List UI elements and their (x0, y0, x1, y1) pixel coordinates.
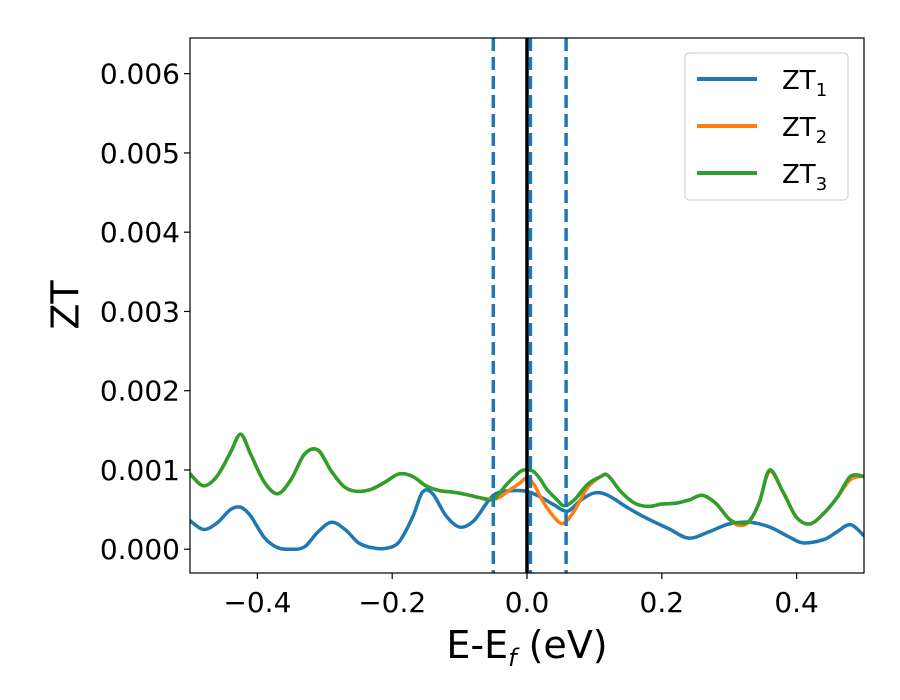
legend-label-zt1: ZT1 (782, 66, 827, 101)
vline-layer (491, 38, 568, 573)
x-axis: −0.4 −0.2 0.0 0.2 0.4 (223, 573, 819, 619)
legend-entries: ZT1 ZT2 ZT3 (697, 66, 827, 195)
y-tick-label: 0.005 (100, 137, 180, 170)
y-axis: 0.000 0.001 0.002 0.003 0.004 0.005 0.006 (100, 58, 190, 566)
x-tick-label: −0.4 (223, 586, 291, 619)
x-axis-title-base: E-E (446, 623, 508, 667)
y-tick-label: 0.004 (100, 216, 180, 249)
x-tick-label: 0.2 (640, 586, 685, 619)
x-tick-label: 0.0 (505, 586, 550, 619)
y-tick-label: 0.000 (100, 533, 180, 566)
x-axis-title: E-Ef (eV) (446, 623, 607, 672)
y-tick-label: 0.001 (100, 454, 180, 487)
x-axis-title-suffix: (eV) (517, 623, 608, 667)
series-line-zt3 (190, 432, 864, 526)
y-tick-label: 0.002 (100, 375, 180, 408)
x-tick-label: 0.4 (774, 586, 819, 619)
y-axis-title: ZT (44, 280, 88, 330)
x-tick-label: −0.2 (358, 586, 426, 619)
legend-box (684, 52, 849, 201)
legend-label-zt2: ZT2 (782, 113, 827, 148)
legend-label-zt3: ZT3 (782, 160, 827, 195)
legend: ZT1 ZT2 ZT3 (684, 52, 849, 201)
y-tick-label: 0.006 (100, 58, 180, 91)
y-tick-label: 0.003 (100, 295, 180, 328)
